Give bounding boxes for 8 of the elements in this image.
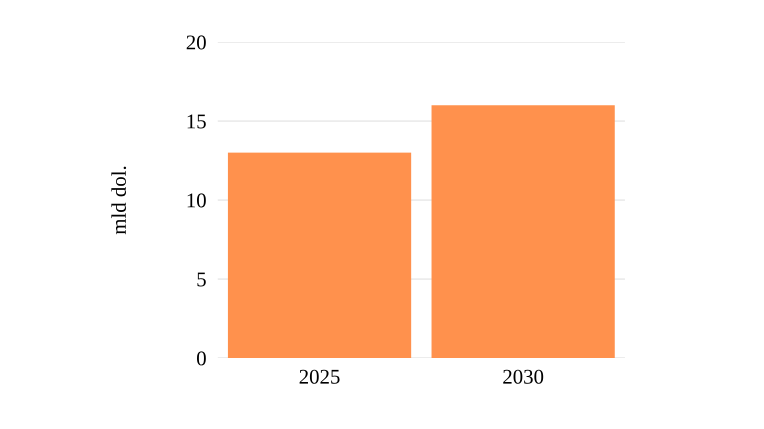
y-axis-title: mld dol. [111, 166, 126, 234]
y-tick-label: 10 [188, 193, 206, 208]
x-tick-label: 2030 [503, 370, 544, 384]
y-tick-label: 20 [186, 35, 206, 50]
y-tick-label: 0 [197, 351, 206, 366]
y-tick-label: 15 [188, 114, 206, 128]
x-tick-label: 2025 [300, 370, 340, 384]
y-tick-label: 5 [197, 272, 206, 286]
